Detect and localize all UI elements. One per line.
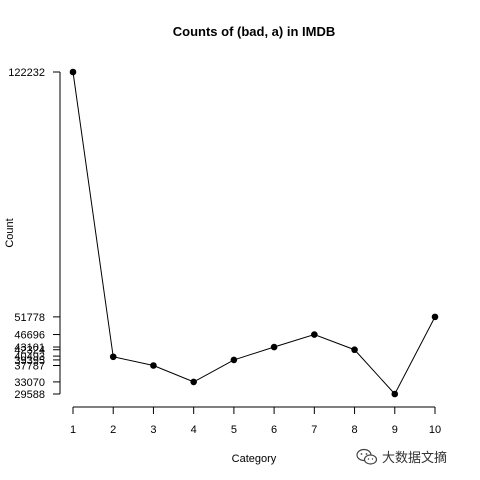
wechat-icon	[356, 448, 378, 465]
y-tick-label: 43101	[14, 342, 45, 354]
data-point	[311, 331, 318, 338]
series-line	[72, 71, 436, 395]
x-tick-label: 3	[150, 424, 156, 436]
data-point	[150, 362, 157, 369]
watermark: 大数据文摘	[356, 447, 447, 466]
y-tick-label: 51778	[14, 312, 45, 324]
x-axis: 1 2 3 4 5 6 7 8 9 10	[70, 406, 441, 436]
data-point	[230, 356, 238, 364]
data-point	[431, 313, 439, 321]
y-tick-label: 33070	[14, 377, 45, 389]
x-tick-label: 8	[351, 424, 357, 436]
data-point	[190, 378, 197, 386]
y-tick-label: 37787	[14, 361, 45, 373]
data-point	[109, 353, 117, 361]
y-tick-label: 122232	[8, 67, 45, 79]
x-tick-label: 9	[392, 424, 398, 436]
data-point	[351, 346, 358, 354]
x-tick-label: 1	[70, 424, 76, 436]
y-tick-label: 42324	[14, 345, 45, 357]
watermark-text: 大数据文摘	[382, 451, 448, 466]
data-point	[391, 390, 399, 398]
x-tick-label: 10	[429, 424, 441, 436]
x-tick-label: 6	[271, 424, 277, 436]
y-tick-label: 39395	[14, 355, 45, 367]
data-point	[69, 68, 77, 76]
x-tick-label: 7	[311, 424, 317, 436]
x-tick-label: 2	[110, 424, 116, 436]
y-tick-label: 29588	[14, 389, 45, 401]
y-tick-label: 46696	[14, 330, 45, 342]
y-axis-label: Count	[4, 218, 16, 247]
x-tick-label: 5	[231, 424, 237, 436]
plot-area	[69, 68, 439, 398]
chart-title: Counts of (bad, a) in IMDB	[173, 24, 335, 39]
x-tick-label: 4	[191, 424, 197, 436]
data-point	[270, 343, 278, 351]
y-tick-label: 40493	[14, 351, 45, 363]
x-axis-label: Category	[232, 453, 277, 465]
